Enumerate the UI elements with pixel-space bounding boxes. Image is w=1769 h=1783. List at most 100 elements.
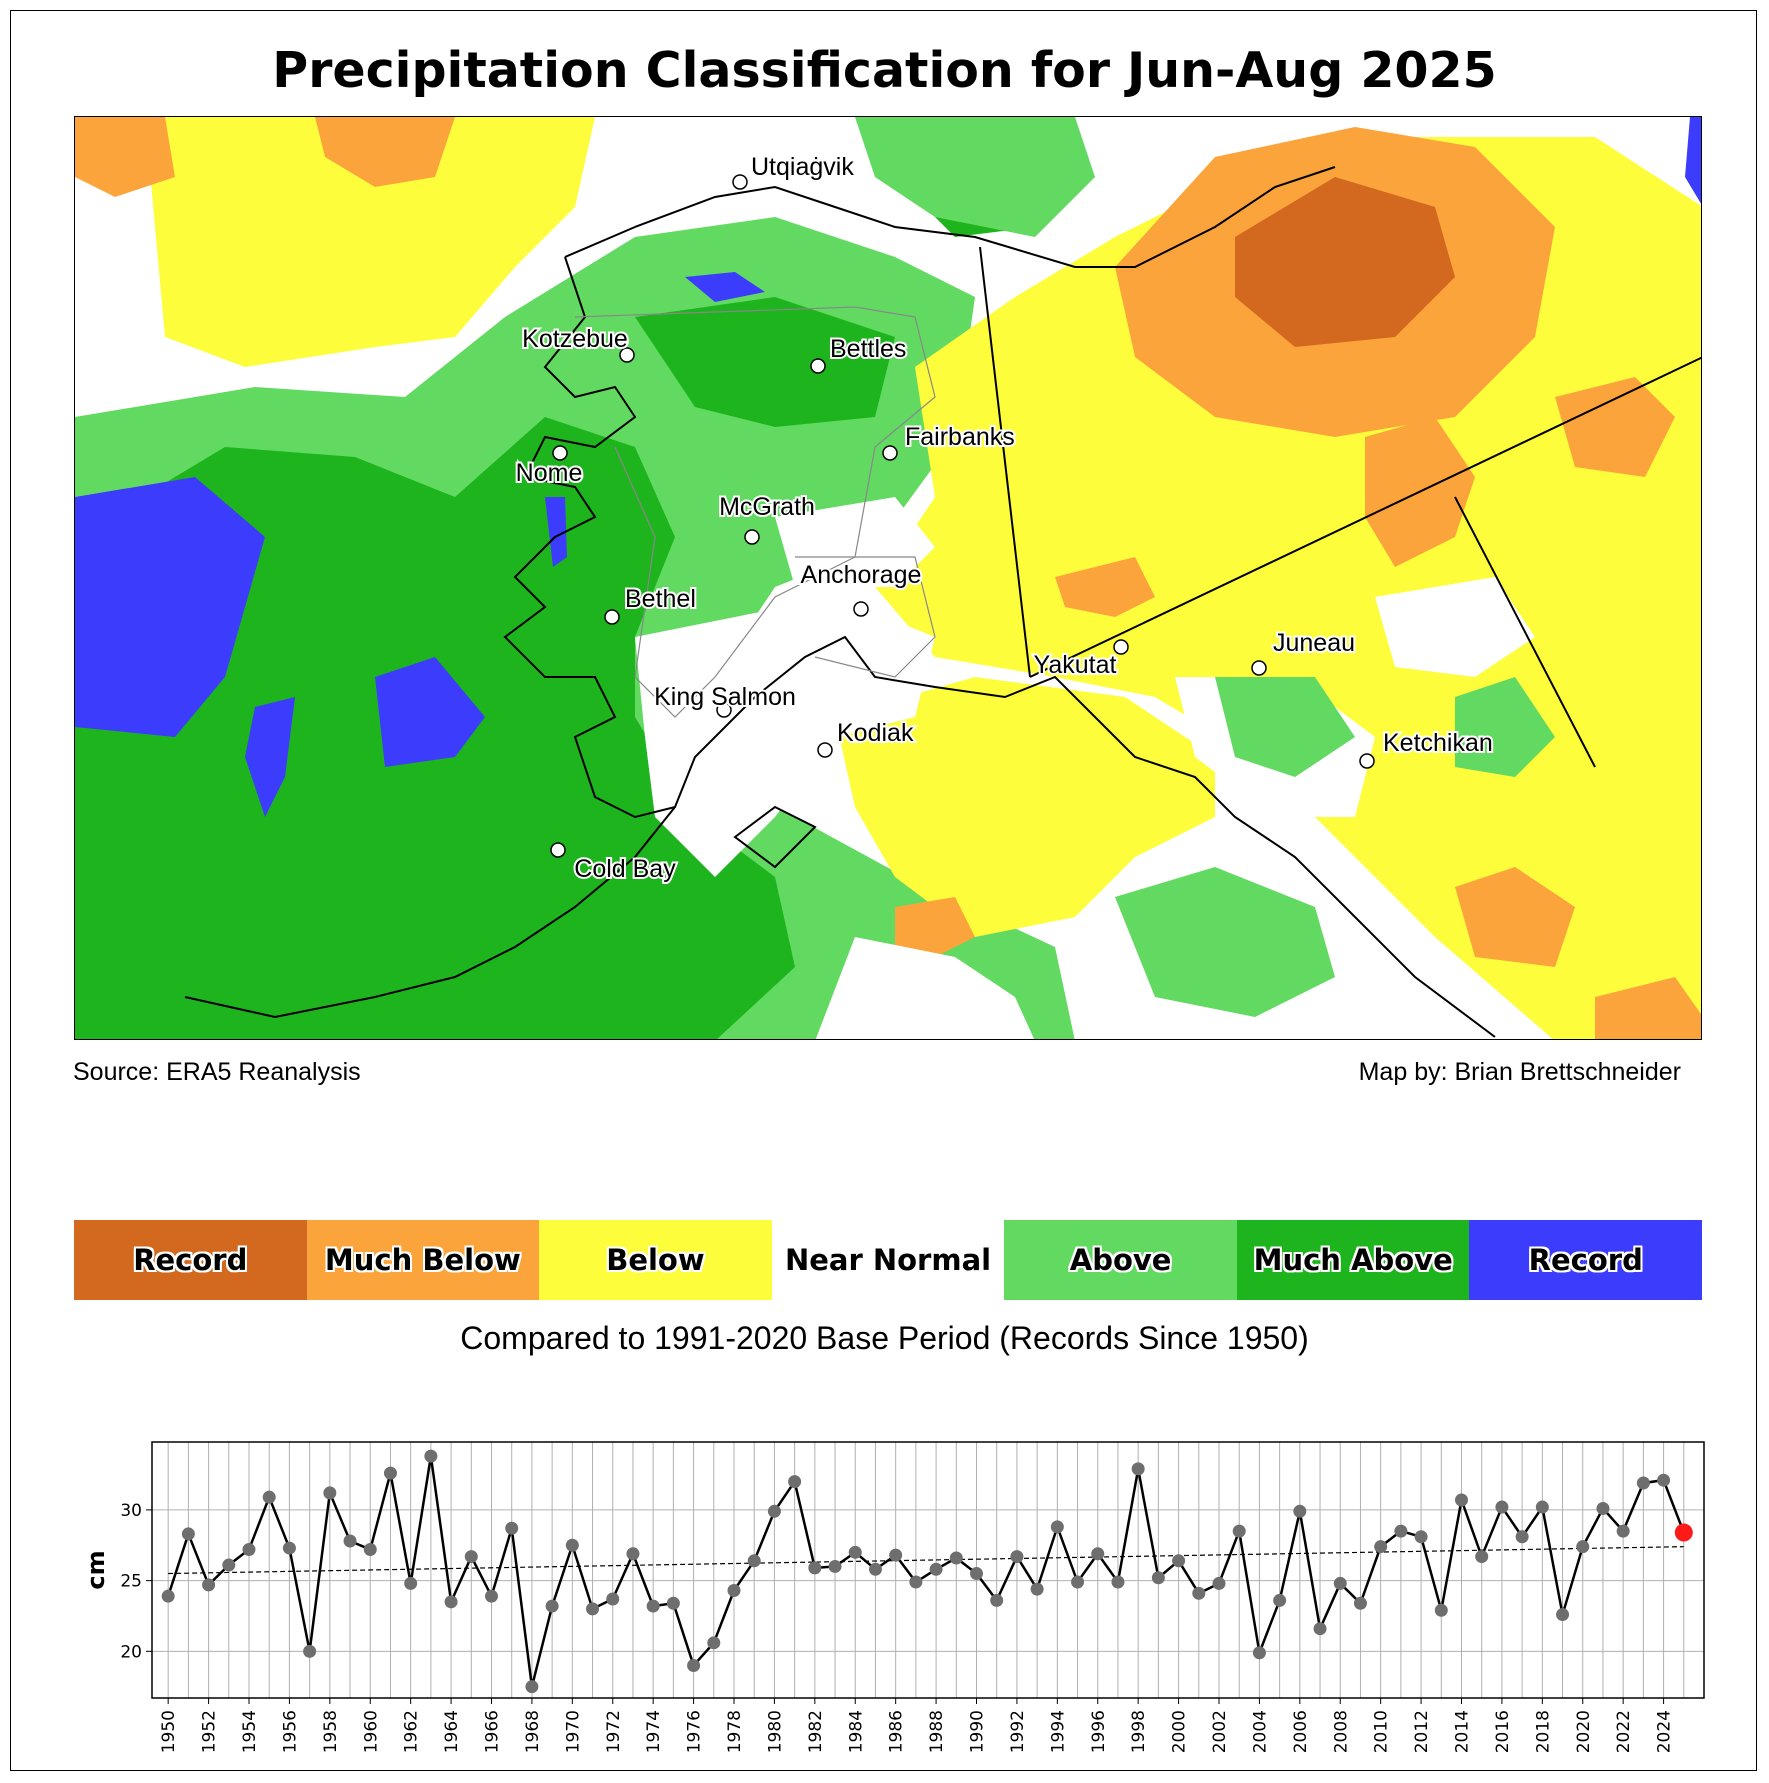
source-note: Source: ERA5 Reanalysis [73,1058,361,1086]
x-tick-label: 2024 [1655,1710,1675,1753]
data-point [990,1593,1004,1607]
city-dot [552,445,568,461]
x-tick-label: 2012 [1412,1710,1432,1753]
city-dot [1251,660,1267,676]
data-point [1151,1571,1165,1585]
data-point [1010,1550,1024,1564]
data-point [525,1680,539,1694]
legend-above: Above [1004,1220,1237,1300]
city-dot [744,529,760,545]
x-tick-label: 2010 [1372,1710,1392,1753]
data-point [1374,1540,1388,1554]
data-point [1313,1622,1327,1636]
x-tick-label: 2004 [1250,1710,1270,1753]
city-dot [817,742,833,758]
data-point [444,1595,458,1609]
x-tick-label: 2000 [1170,1710,1190,1753]
region-boundaries [574,306,936,718]
legend-below: Below [539,1220,772,1300]
data-point [565,1538,579,1552]
x-tick-label: 1986 [887,1710,907,1753]
data-point [1333,1576,1347,1590]
data-point [1111,1575,1125,1589]
chart-grid [152,1442,1704,1698]
city-dot [853,601,869,617]
legend-label: Record [1528,1243,1643,1277]
data-point [1535,1500,1549,1514]
data-point [808,1561,822,1575]
classification-legend: Record Much Below Below Near Normal Abov… [74,1220,1703,1300]
city-dot [716,702,732,718]
city-dot [810,358,826,374]
x-tick-label: 1978 [725,1710,745,1753]
data-point [747,1554,761,1568]
data-point [383,1466,397,1480]
legend-label: Below [606,1243,705,1277]
classification-fields [75,117,1701,1039]
data-point [363,1542,377,1556]
data-point [707,1636,721,1650]
data-point [666,1596,680,1610]
data-point [242,1542,256,1556]
x-tick-label: 1990 [968,1710,988,1753]
data-point [687,1658,701,1672]
data-point [485,1589,498,1603]
city-label: Kotzebue [522,325,628,353]
x-tick-label: 2008 [1331,1710,1351,1753]
x-tick-label: 1968 [523,1710,543,1753]
x-tick-label: 1994 [1048,1710,1068,1753]
city-dot [550,842,566,858]
data-point [868,1562,882,1576]
legend-label: Much Above [1253,1243,1453,1277]
x-tick-label: 1958 [321,1710,341,1753]
x-tick-label: 2014 [1453,1710,1473,1753]
x-tick-label: 1988 [927,1710,947,1753]
x-tick-label: 2020 [1574,1710,1594,1753]
data-point [1475,1550,1489,1564]
highlight-point [1674,1523,1693,1542]
data-point [1596,1501,1610,1515]
data-point [1071,1575,1085,1589]
x-tick-label: 1996 [1089,1710,1109,1753]
x-tick-label: 1976 [685,1710,705,1753]
city-label: King Salmon [654,683,796,711]
data-point [282,1541,296,1555]
city-label: Bettles [830,335,906,363]
data-point [646,1599,660,1613]
precip-timeseries-chart: 1950 1952 1954 1956 1958 1960 1962 1964 1966 1968… [82,1441,1705,1753]
x-tick-label: 2022 [1614,1710,1634,1753]
page-title: Precipitation Classification for Jun-Aug… [272,42,1497,99]
city-dot [732,174,748,190]
data-point [1636,1476,1650,1490]
city-label: McGrath [719,493,815,521]
data-point [161,1589,175,1603]
legend-label: Above [1069,1243,1172,1277]
x-tick-label: 1964 [442,1710,462,1753]
city-label: Fairbanks [905,423,1015,451]
city-markers: Utqiaġvik Kotzebue Bettles Nome Fairbanks McG… [514,151,1495,885]
x-tick-label: 1952 [200,1710,220,1753]
x-tick-label: 2006 [1291,1710,1311,1753]
legend-label: Near Normal [784,1243,992,1277]
city-dot [1113,639,1129,655]
data-point [424,1449,438,1463]
map-credit: Map by: Brian Brettschneider [1358,1058,1681,1086]
data-point [1030,1582,1044,1596]
data-point [1252,1646,1266,1660]
series-line [166,1455,1685,1687]
y-tick-label: 30 [120,1501,142,1521]
data-point [586,1602,600,1616]
legend-much-below: Much Below [306,1220,540,1300]
x-tick-label: 1992 [1008,1710,1028,1753]
y-axis-label: cm [82,1550,110,1589]
legend-near-normal: Near Normal [771,1220,1005,1300]
x-tick-label: 1960 [361,1710,381,1753]
x-tick-label: 1966 [483,1710,503,1753]
data-point [323,1486,337,1500]
data-point [788,1475,802,1489]
x-tick-label: 1982 [806,1710,826,1753]
series-path [166,1455,1685,1687]
city-label: Nome [516,459,583,487]
x-tick-label: 1998 [1129,1710,1149,1753]
data-point [1212,1576,1226,1590]
